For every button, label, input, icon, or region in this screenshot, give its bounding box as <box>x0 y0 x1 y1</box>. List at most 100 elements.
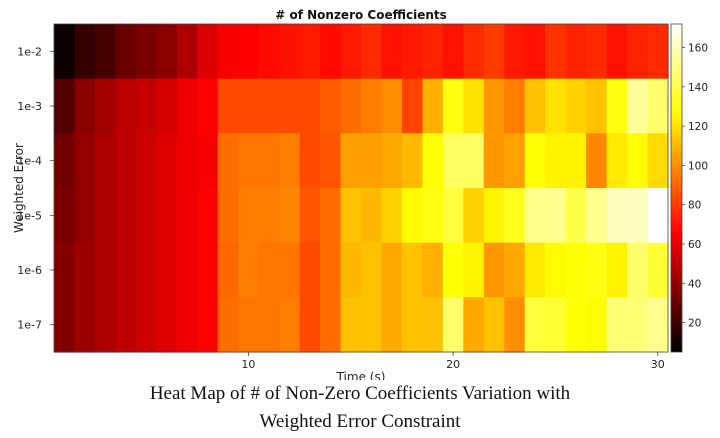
heatmap-cell <box>647 297 669 353</box>
heatmap-cell <box>54 297 76 353</box>
y-tick-label: 1e-7 <box>17 319 42 332</box>
plot-frame <box>53 23 669 353</box>
heatmap-cell <box>94 242 116 298</box>
y-tick-label: 1e-3 <box>17 100 42 113</box>
heatmap-cell <box>217 78 239 134</box>
heatmap-cell <box>238 24 260 80</box>
heatmap-cell <box>94 188 116 244</box>
heatmap-cell <box>442 133 464 189</box>
heatmap-cell <box>545 78 567 134</box>
heatmap-cell <box>647 188 669 244</box>
heatmap-cell <box>135 297 157 353</box>
heatmap-cell <box>565 24 587 80</box>
heatmap-cell <box>422 24 444 80</box>
heatmap-cell <box>320 297 342 353</box>
colorbar-tick-label: 20 <box>688 318 701 330</box>
heatmap-cell <box>483 188 505 244</box>
heatmap-cell <box>361 24 383 80</box>
colorbar-tick-label: 60 <box>688 239 701 251</box>
heatmap-cell <box>299 133 321 189</box>
heatmap-cell <box>586 297 608 353</box>
heatmap-cell <box>401 78 423 134</box>
heatmap-cell <box>217 24 239 80</box>
heatmap-cell <box>361 78 383 134</box>
heatmap-cell <box>74 133 96 189</box>
heatmap-cell <box>565 133 587 189</box>
heatmap-cell <box>258 78 280 134</box>
heatmap-cell <box>238 297 260 353</box>
heatmap-cell <box>627 188 649 244</box>
heatmap-cell <box>135 242 157 298</box>
heatmap-cell <box>258 242 280 298</box>
colorbar: 20 40 60 80 100 120 140 160 <box>670 23 708 353</box>
heatmap-cell <box>627 297 649 353</box>
heatmap-cell <box>401 242 423 298</box>
heatmap-cell <box>74 188 96 244</box>
heatmap-cell <box>545 188 567 244</box>
heatmap-cell <box>299 24 321 80</box>
heatmap-cell <box>381 24 403 80</box>
heatmap-cell <box>504 242 526 298</box>
y-tick-label: 1e-4 <box>17 155 42 168</box>
y-tick-label: 1e-5 <box>17 209 42 222</box>
heatmap-cell <box>586 78 608 134</box>
heatmap-cell <box>524 188 546 244</box>
y-tick-label: 1e-6 <box>17 264 42 277</box>
heatmap-cell <box>340 24 362 80</box>
heatmap-cell <box>54 242 76 298</box>
colorbar-tick-label: 40 <box>688 278 701 290</box>
heatmap-cell <box>279 188 301 244</box>
heatmap-cell <box>381 78 403 134</box>
heatmap-cell <box>197 78 219 134</box>
heatmap-cell <box>401 133 423 189</box>
heatmap-cell <box>647 24 669 80</box>
heatmap-cell <box>135 78 157 134</box>
heatmap-cell <box>606 188 628 244</box>
heatmap-cell <box>176 24 198 80</box>
heatmap-cell <box>258 188 280 244</box>
x-axis-ticks: 10 20 30 <box>241 352 665 371</box>
heatmap-cell <box>279 24 301 80</box>
heatmap-cell <box>340 297 362 353</box>
heatmap-cell <box>94 78 116 134</box>
heatmap-cell <box>197 24 219 80</box>
heatmap-cell <box>258 297 280 353</box>
heatmap-cell <box>361 297 383 353</box>
heatmap-cell <box>361 188 383 244</box>
heatmap-cell <box>340 78 362 134</box>
heatmap-cell <box>442 78 464 134</box>
chart-title: # of Nonzero Coefficients <box>275 8 447 22</box>
colorbar-tick-label: 80 <box>688 200 701 212</box>
heatmap-cell <box>401 24 423 80</box>
heatmap-cell <box>524 133 546 189</box>
heatmap-cell <box>422 188 444 244</box>
heatmap-cell <box>197 242 219 298</box>
heatmap-cell <box>504 78 526 134</box>
colorbar-tick-label: 140 <box>688 82 708 94</box>
colorbar-tick-label: 160 <box>688 43 708 55</box>
heatmap-cell <box>115 297 137 353</box>
heatmap-cell <box>545 133 567 189</box>
x-tick-label: 20 <box>446 358 460 371</box>
heatmap-cell <box>401 297 423 353</box>
heatmap-cell <box>176 133 198 189</box>
y-axis-ticks: 1e-2 1e-3 1e-4 1e-5 1e-6 1e-7 <box>17 45 54 332</box>
heatmap-cell <box>238 78 260 134</box>
colorbar-tick-label: 120 <box>688 121 708 133</box>
x-tick-label: 10 <box>241 358 255 371</box>
heatmap-cell <box>361 133 383 189</box>
heatmap-cell <box>54 24 76 80</box>
heatmap-cell <box>381 297 403 353</box>
heatmap-cell <box>135 188 157 244</box>
heatmap-cell <box>442 242 464 298</box>
heatmap-cell <box>586 24 608 80</box>
heatmap-cell <box>463 78 485 134</box>
heatmap-cell <box>442 297 464 353</box>
heatmap-cell <box>381 133 403 189</box>
heatmap-cell <box>176 188 198 244</box>
heatmap-cell <box>238 133 260 189</box>
heatmap-cell <box>94 297 116 353</box>
heatmap-cell <box>647 78 669 134</box>
heatmap-cell <box>504 297 526 353</box>
heatmap-cell <box>320 78 342 134</box>
